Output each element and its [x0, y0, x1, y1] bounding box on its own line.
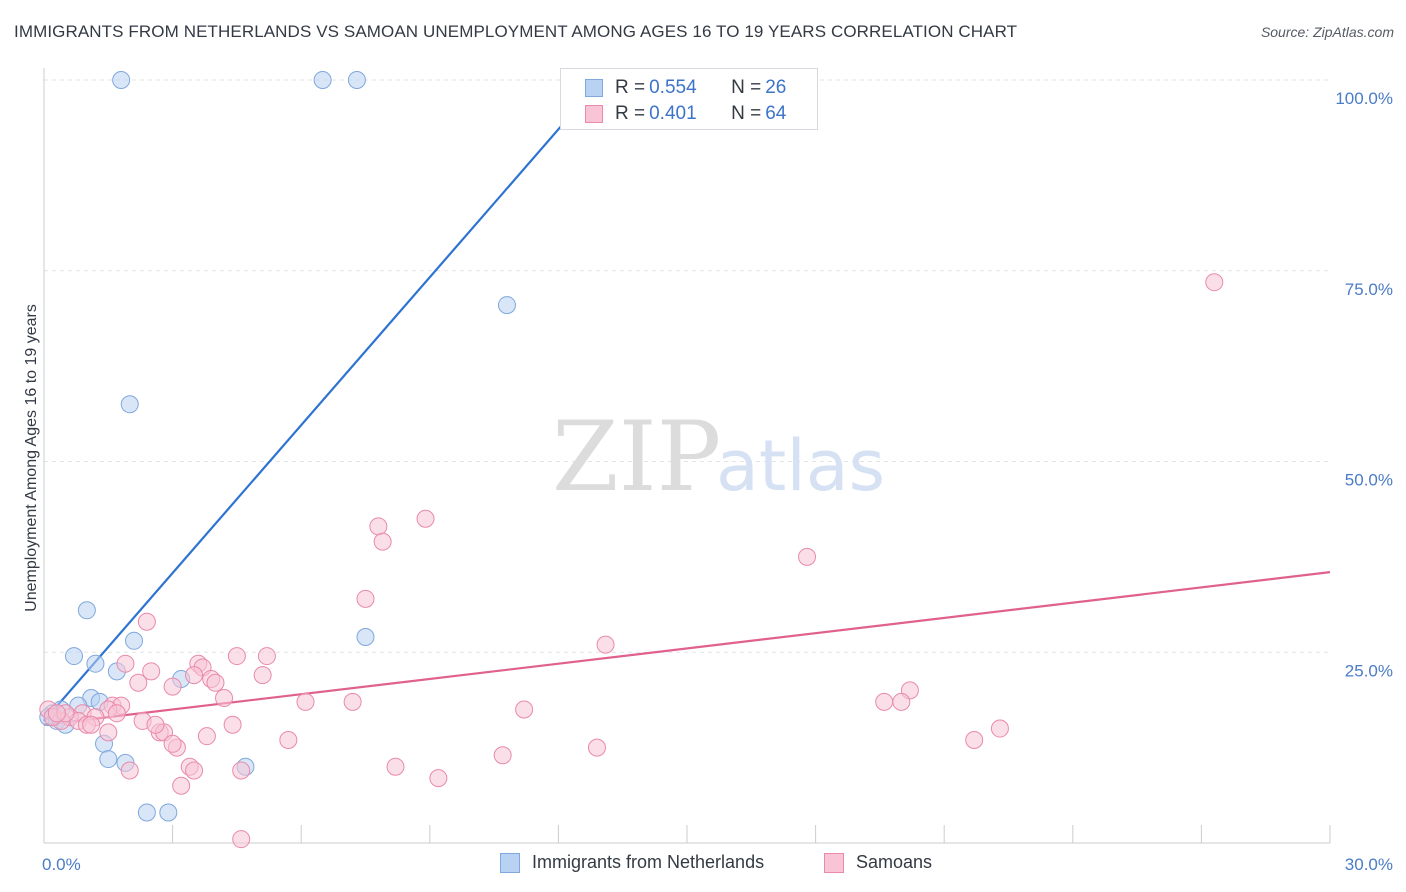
y-tick-labels: 25.0% 50.0% 75.0% 100.0%	[1335, 89, 1393, 680]
samoan-point	[163, 677, 182, 696]
netherlands-point	[99, 750, 118, 769]
grid-lines	[44, 79, 1330, 653]
samoan-point	[206, 673, 225, 692]
correlation-legend: R = 0.554 N = 26 R = 0.401 N = 64	[560, 68, 818, 130]
x-tick-labels: 0.0% 30.0%	[42, 855, 1393, 874]
samoan-point	[172, 776, 191, 795]
r-label: R =	[615, 103, 646, 124]
samoan-point	[223, 715, 242, 734]
samoan-point	[137, 612, 156, 631]
samoan-point	[129, 673, 148, 692]
netherlands-point	[125, 631, 144, 650]
samoan-point	[99, 723, 118, 742]
samoan-point	[215, 689, 234, 708]
samoan-point	[892, 692, 911, 711]
n-label: N =	[731, 103, 762, 124]
samoan-point	[116, 654, 135, 673]
watermark-atlas: atlas	[716, 425, 885, 507]
samoan-point	[386, 757, 405, 776]
samoan-point	[142, 662, 161, 681]
chart-title: IMMIGRANTS FROM NETHERLANDS VS SAMOAN UN…	[14, 22, 1018, 41]
samoan-point	[185, 666, 204, 685]
y-tick-label: 50.0%	[1345, 471, 1393, 490]
samoan-point	[120, 761, 139, 780]
samoan-point	[343, 692, 362, 711]
netherlands-point	[347, 71, 366, 89]
r-value: 0.401	[649, 103, 697, 124]
samoan-point	[493, 746, 512, 765]
x-tick-label: 30.0%	[1345, 855, 1393, 874]
samoan-point	[369, 517, 388, 536]
samoan-point	[279, 730, 298, 749]
samoan-point	[1205, 273, 1224, 292]
netherlands-point	[86, 654, 105, 673]
y-tick-label: 100.0%	[1335, 89, 1393, 108]
samoan-point	[257, 647, 276, 666]
y-axis-label: Unemployment Among Ages 16 to 19 years	[23, 304, 40, 612]
samoan-point	[596, 635, 615, 654]
netherlands-point	[313, 71, 332, 89]
netherlands-legend-swatch	[500, 852, 520, 873]
source-credit: Source: ZipAtlas.com	[1260, 24, 1394, 40]
n-value: 26	[765, 77, 787, 98]
netherlands-point	[120, 395, 139, 414]
data-points	[39, 71, 1224, 849]
netherlands-point	[137, 803, 156, 822]
netherlands-point	[497, 296, 516, 315]
samoan-point	[875, 692, 894, 711]
watermark-zip: ZIP	[552, 401, 721, 513]
samoan-point	[587, 738, 606, 757]
samoan-point	[146, 715, 165, 734]
samoan-point	[227, 647, 246, 666]
samoan-point	[47, 704, 66, 723]
samoan-point	[429, 769, 448, 788]
samoan-point	[515, 700, 534, 719]
samoans-swatch	[585, 105, 603, 123]
r-value: 0.554	[649, 77, 697, 98]
samoan-point	[185, 761, 204, 780]
netherlands-point	[159, 803, 178, 822]
legend-item-samoans[interactable]: Samoans	[824, 852, 932, 873]
samoan-point	[82, 715, 101, 734]
samoans-legend-swatch	[824, 852, 844, 873]
samoan-point	[416, 509, 435, 528]
samoans-legend-label: Samoans	[856, 852, 933, 872]
legend-item-netherlands[interactable]: Immigrants from Netherlands	[500, 852, 764, 873]
samoan-point	[232, 761, 251, 780]
legend-row-netherlands: R = 0.554 N = 26	[585, 76, 786, 100]
samoan-point	[965, 730, 984, 749]
samoan-point	[253, 666, 272, 685]
netherlands-point	[77, 601, 96, 620]
y-tick-label: 75.0%	[1345, 280, 1393, 299]
netherlands-legend-label: Immigrants from Netherlands	[532, 852, 765, 872]
trend-lines	[43, 79, 1331, 726]
samoan-trend-line	[43, 571, 1331, 726]
netherlands-trend-line	[43, 79, 603, 722]
n-label: N =	[731, 77, 762, 98]
n-value: 64	[765, 103, 787, 124]
samoan-point	[163, 734, 182, 753]
netherlands-point	[356, 627, 375, 646]
netherlands-swatch	[585, 79, 603, 97]
legend-row-samoans: R = 0.401 N = 64	[585, 102, 786, 126]
samoan-point	[197, 727, 216, 746]
r-label: R =	[615, 77, 646, 98]
samoan-point	[296, 692, 315, 711]
samoan-point	[798, 547, 817, 566]
netherlands-point	[65, 647, 84, 666]
samoan-point	[107, 704, 126, 723]
samoan-point	[232, 830, 251, 849]
samoan-point	[990, 719, 1009, 738]
x-tick-label: 0.0%	[42, 855, 81, 874]
samoan-point	[373, 532, 392, 551]
samoan-point	[356, 589, 375, 608]
netherlands-point	[112, 71, 131, 89]
y-tick-label: 25.0%	[1345, 661, 1393, 680]
